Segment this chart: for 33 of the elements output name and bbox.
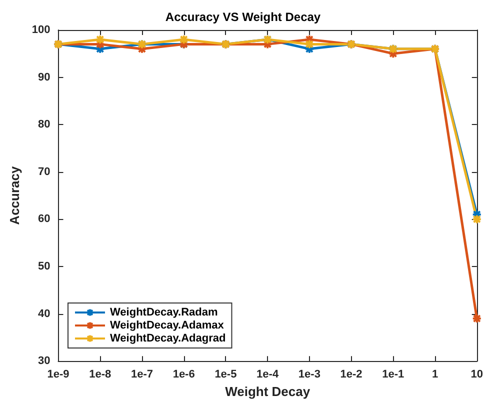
x-tick-label: 1e-5 <box>214 368 237 381</box>
point <box>262 39 273 50</box>
y-tick-label: 80 <box>38 118 50 131</box>
chart-title: Accuracy VS Weight Decay <box>165 10 321 24</box>
x-tick-label: 1e-4 <box>256 368 280 381</box>
y-tick-label: 40 <box>38 308 50 320</box>
x-tick-label: 1e-7 <box>130 368 153 381</box>
y-axis-title: Accuracy <box>7 166 22 225</box>
point <box>95 39 106 50</box>
x-axis-title: Weight Decay <box>225 384 311 399</box>
point <box>388 48 398 59</box>
legend-label: WeightDecay.Adamax <box>110 320 225 332</box>
y-tick-label: 70 <box>38 166 50 178</box>
y-tick-label: 90 <box>38 71 50 84</box>
y-tick-label: 30 <box>38 355 50 368</box>
x-tick-label: 1e-3 <box>298 368 320 381</box>
point <box>304 34 314 44</box>
y-tick-label: 60 <box>38 213 50 226</box>
y-tick-label: 50 <box>38 260 50 272</box>
x-tick-label: 1e-9 <box>47 368 70 381</box>
x-tick-label: 1e-1 <box>382 368 404 381</box>
x-tick-label: 1e-8 <box>89 368 112 381</box>
point <box>304 39 314 50</box>
x-tick-label: 1e-2 <box>340 368 362 381</box>
legend-label: WeightDecay.Adagrad <box>110 332 226 344</box>
x-tick-label: 1e-6 <box>172 368 195 381</box>
point <box>95 34 106 44</box>
x-tick-label: 10 <box>470 368 484 381</box>
y-tick-label: 100 <box>32 24 50 36</box>
point <box>95 44 106 54</box>
legend-label: WeightDecay.Radam <box>110 306 218 318</box>
point <box>178 34 189 44</box>
x-tick-label: 1 <box>432 368 438 381</box>
